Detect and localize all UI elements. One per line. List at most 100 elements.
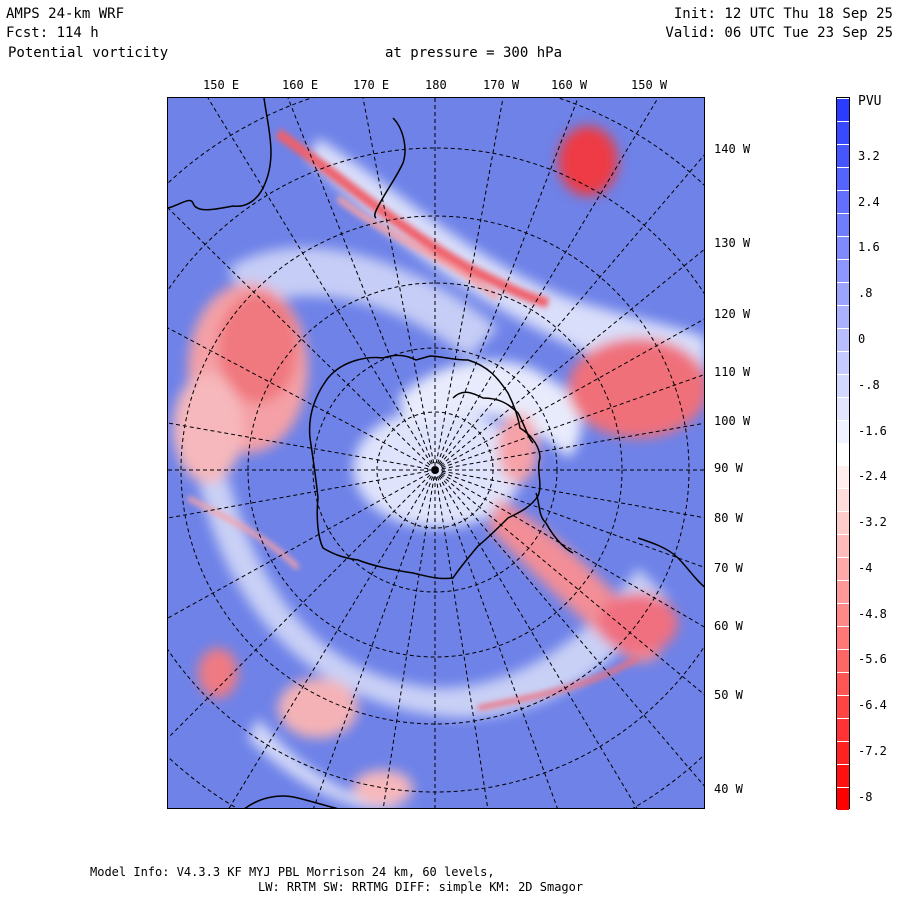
pv-low-region bbox=[568, 338, 704, 438]
meridian bbox=[434, 469, 489, 808]
pv-streak bbox=[275, 128, 550, 308]
antarctic-peninsula-coastline bbox=[452, 391, 534, 444]
right-lon-label: 100 W bbox=[714, 414, 751, 428]
meridian bbox=[313, 469, 436, 808]
top-lon-label: 150 E bbox=[203, 78, 240, 92]
south-america-coastline bbox=[637, 537, 704, 588]
valid-time: Valid: 06 UTC Tue 23 Sep 25 bbox=[665, 25, 893, 41]
colorbar-segment bbox=[837, 350, 849, 374]
colorbar-segment bbox=[837, 626, 849, 650]
map-canvas bbox=[168, 98, 704, 808]
colorbar-segment bbox=[837, 98, 849, 121]
colorbar-segment bbox=[837, 718, 849, 742]
colorbar-segment bbox=[837, 442, 849, 466]
meridian bbox=[168, 327, 436, 471]
pv-low-region bbox=[353, 770, 413, 806]
antarctica-coastline bbox=[308, 354, 541, 580]
pv-band bbox=[228, 247, 498, 358]
colorbar-segment bbox=[837, 189, 849, 213]
meridian bbox=[434, 422, 704, 471]
meridian bbox=[168, 469, 436, 739]
colorbar-label: -5.6 bbox=[858, 652, 887, 666]
colorbar-segment bbox=[837, 120, 849, 144]
colorbar-segment bbox=[837, 580, 849, 604]
physics-info: LW: RRTM SW: RRTMG DIFF: simple KM: 2D S… bbox=[258, 880, 584, 894]
pv-streak bbox=[336, 195, 500, 301]
meridian bbox=[168, 469, 436, 519]
pv-low-region bbox=[558, 126, 618, 196]
colorbar-label: -8 bbox=[858, 790, 873, 804]
colorbar-segment bbox=[837, 419, 849, 443]
colorbar-segment bbox=[837, 258, 849, 282]
pv-map bbox=[167, 97, 705, 809]
new-zealand-coastline bbox=[374, 117, 406, 219]
colorbar-label: .8 bbox=[858, 286, 873, 300]
meridian bbox=[168, 422, 436, 471]
right-lon-label: 80 W bbox=[714, 511, 743, 525]
right-lon-label: 50 W bbox=[714, 688, 743, 702]
meridian bbox=[434, 374, 704, 471]
top-lon-label: 170 W bbox=[483, 78, 520, 92]
pv-low-region bbox=[218, 293, 298, 403]
colorbar-segment bbox=[837, 603, 849, 627]
colorbar-segment bbox=[837, 695, 849, 719]
coastlines bbox=[168, 98, 704, 808]
colorbar-segment bbox=[837, 396, 849, 420]
meridian bbox=[362, 98, 436, 471]
pv-low-region bbox=[173, 373, 243, 483]
meridian bbox=[434, 469, 704, 628]
meridian bbox=[434, 469, 638, 808]
colorbar-label: 3.2 bbox=[858, 149, 880, 163]
colorbar-segment bbox=[837, 557, 849, 581]
right-lon-label: 40 W bbox=[714, 782, 743, 796]
colorbar-label: -7.2 bbox=[858, 744, 887, 758]
meridian bbox=[434, 98, 504, 471]
meridian bbox=[287, 98, 436, 471]
meridian bbox=[168, 469, 436, 619]
meridian bbox=[382, 469, 436, 808]
colorbar-segment bbox=[837, 672, 849, 696]
colorbar-segment bbox=[837, 534, 849, 558]
colorbar-label: -4 bbox=[858, 561, 873, 575]
right-lon-label: 60 W bbox=[714, 619, 743, 633]
colorbar-segment bbox=[837, 327, 849, 351]
colorbar-segment bbox=[837, 373, 849, 397]
top-lon-label: 150 W bbox=[631, 78, 668, 92]
pressure-level: at pressure = 300 hPa bbox=[385, 45, 563, 61]
colorbar-segment bbox=[837, 649, 849, 673]
pv-low-region bbox=[278, 678, 358, 738]
colorbar-segment bbox=[837, 764, 849, 788]
colorbar-label: -4.8 bbox=[858, 607, 887, 621]
colorbar-label: -1.6 bbox=[858, 424, 887, 438]
colorbar-segment bbox=[837, 741, 849, 765]
meridian bbox=[434, 469, 558, 808]
pv-streak bbox=[477, 655, 640, 711]
colorbar-segment bbox=[837, 212, 849, 236]
colorbar-label: 2.4 bbox=[858, 195, 880, 209]
colorbar-segment bbox=[837, 511, 849, 535]
meridian bbox=[434, 98, 579, 471]
top-lon-label: 160 E bbox=[282, 78, 319, 92]
colorbar-segment bbox=[837, 488, 849, 512]
meridian bbox=[434, 469, 704, 568]
colorbar-label: 1.6 bbox=[858, 240, 880, 254]
right-lon-label: 130 W bbox=[714, 236, 751, 250]
colorbar-segment bbox=[837, 787, 849, 810]
colorbar-label: -.8 bbox=[858, 378, 880, 392]
top-lon-label: 170 E bbox=[353, 78, 390, 92]
right-lon-label: 140 W bbox=[714, 142, 751, 156]
meridian bbox=[168, 207, 436, 471]
colorbar-label: -3.2 bbox=[858, 515, 887, 529]
right-lon-label: 90 W bbox=[714, 461, 743, 475]
pv-band bbox=[398, 360, 582, 458]
pv-band bbox=[248, 718, 403, 808]
colorbar-label: -6.4 bbox=[858, 698, 887, 712]
australia-coastline bbox=[168, 98, 272, 211]
pv-band bbox=[198, 478, 668, 718]
pv-streak bbox=[186, 495, 300, 570]
pv-streaks bbox=[186, 128, 640, 711]
pv-band bbox=[308, 138, 704, 388]
graticule bbox=[168, 98, 704, 808]
right-lon-label: 120 W bbox=[714, 307, 751, 321]
meridian bbox=[434, 469, 704, 519]
